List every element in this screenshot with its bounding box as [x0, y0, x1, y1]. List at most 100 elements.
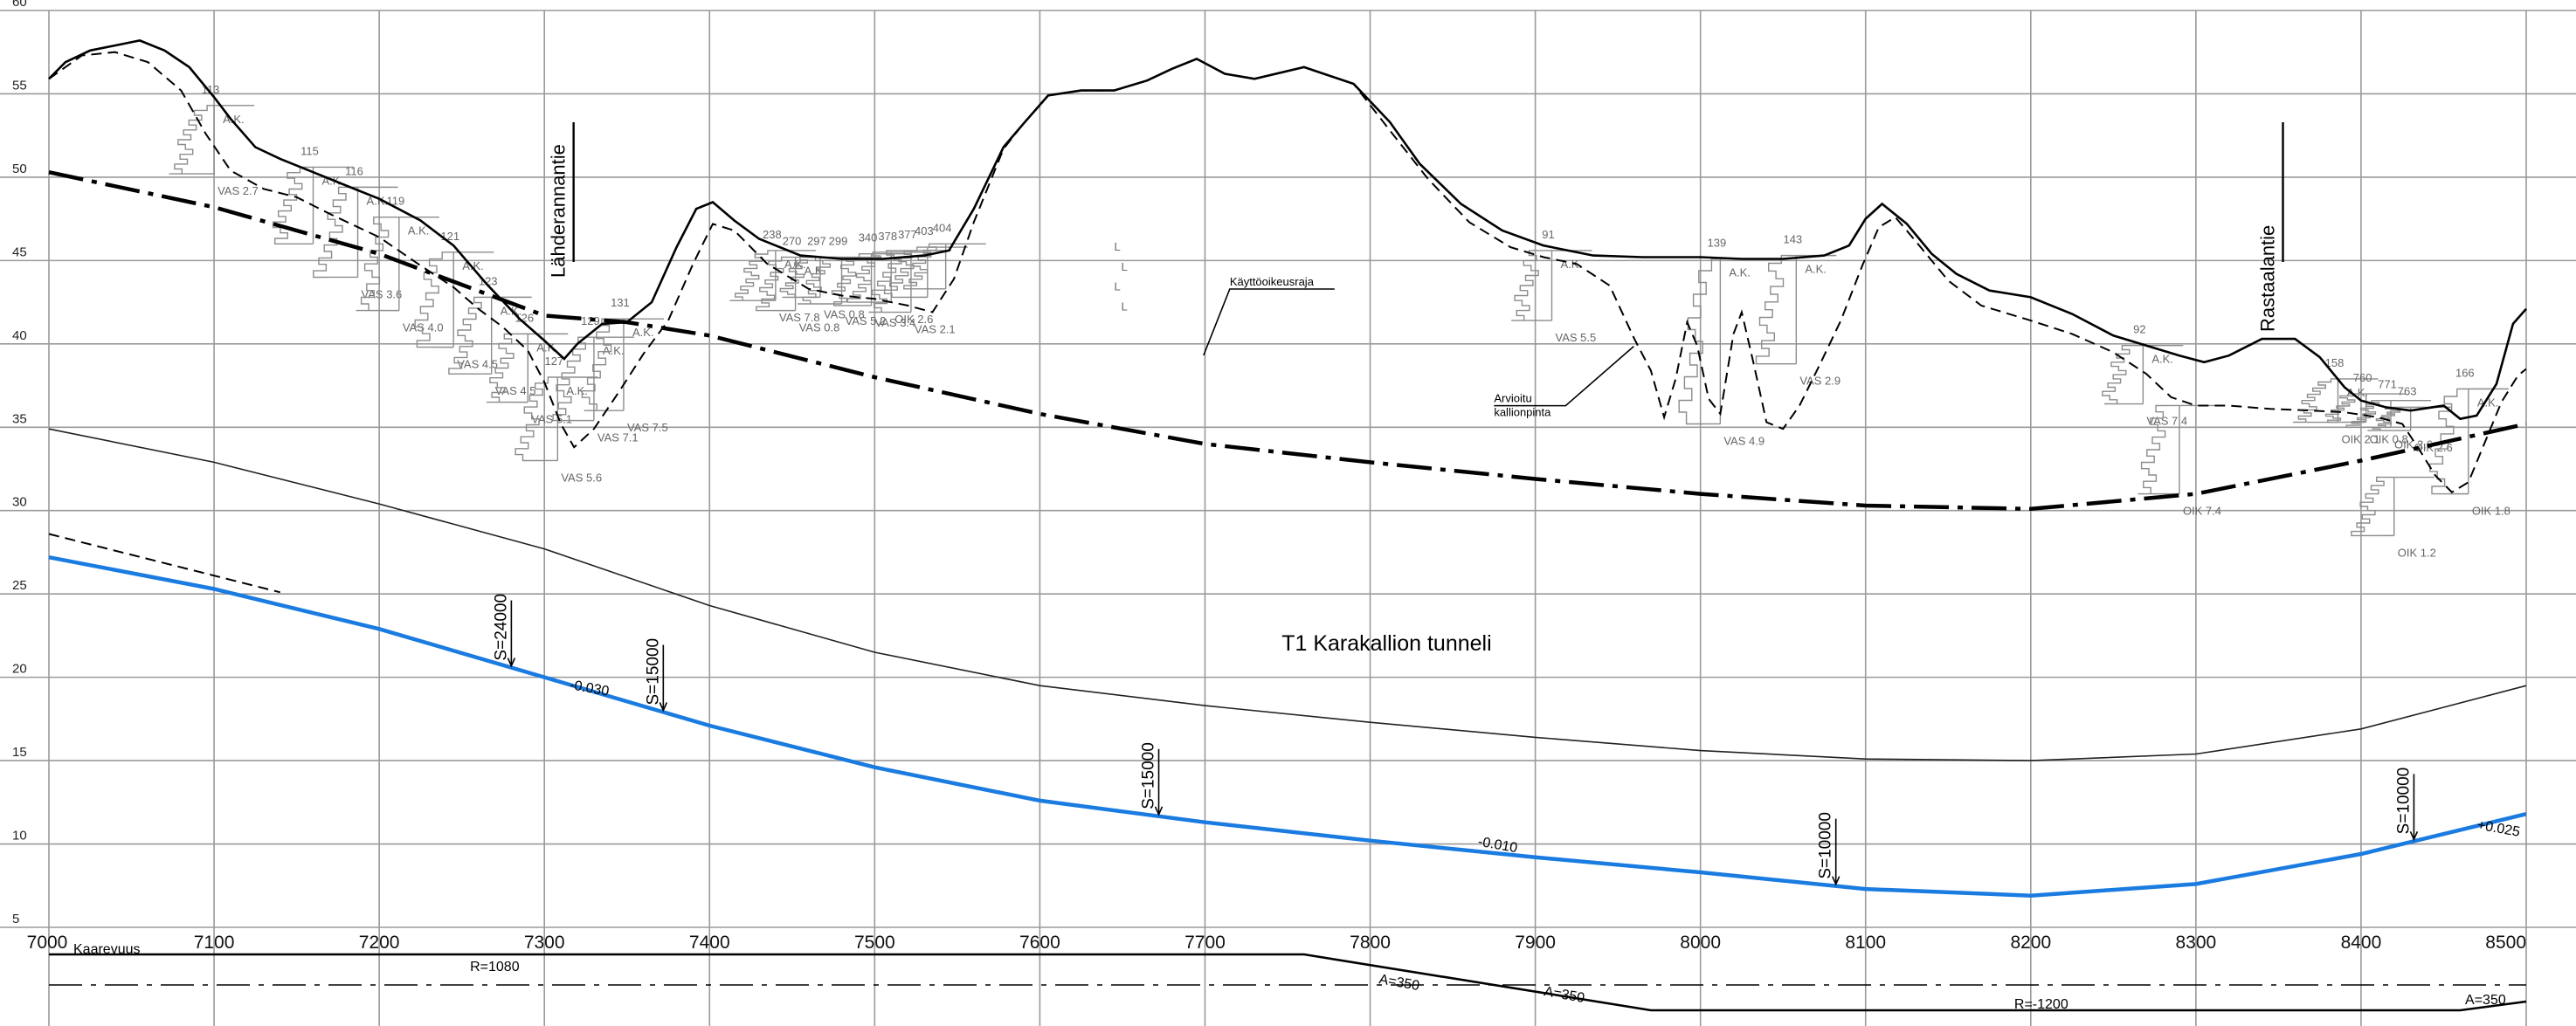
borehole-flag: A.K. [536, 341, 558, 354]
borehole-log [729, 250, 776, 301]
axis-ticks: 5 10 15 20 25 30 35 40 45 50 55 60 7000 7100 7200 7300 7… [12, 0, 2526, 953]
x-tick-label: 8500 [2485, 933, 2526, 953]
curvature-line [49, 953, 2527, 1012]
borehole-id: 116 [345, 164, 363, 177]
vertical-curve-marker: S=15000 [644, 638, 668, 713]
borehole-flag: A.K. [632, 326, 654, 339]
y-tick-label: 50 [12, 162, 27, 176]
y-tick-label: 45 [12, 244, 27, 259]
borehole-offset: VAS 2.9 [1799, 375, 1840, 388]
borehole-id: 378 [878, 230, 897, 243]
borehole-id: 404 [933, 221, 952, 234]
borehole: 760 OIK 0.8 [2324, 371, 2408, 446]
borehole: 91 A.K. VAS 5.5 [1511, 228, 1596, 344]
borehole-id: 760 [2353, 371, 2372, 384]
borehole-offset: OIK 1.2 [2398, 546, 2436, 559]
borehole-log [1511, 250, 1552, 321]
x-tick-label: 7400 [689, 933, 730, 953]
borehole-log [486, 333, 528, 403]
borehole-log [2351, 476, 2394, 537]
borehole: OIK 1.2 [2351, 476, 2436, 559]
grade-label: -0.030 [569, 678, 611, 699]
bore-end-mark: L [1114, 280, 1120, 293]
borehole-log [272, 166, 314, 244]
alignment-label: A=350 [1543, 984, 1585, 1006]
borehole-id: 127 [544, 355, 563, 368]
y-tick-label: 5 [12, 912, 19, 926]
borehole-log [779, 256, 820, 299]
borehole-offset: OIK 2.6 [894, 313, 933, 326]
profile-lines [48, 39, 2527, 898]
borehole-id: 403 [915, 224, 934, 238]
borehole: 377 VAS 2.1 [868, 228, 956, 336]
borehole-log [414, 251, 454, 348]
borehole-offset: VAS 2.1 [915, 323, 956, 336]
borehole-id: 92 [2133, 323, 2145, 336]
alignment-label: R=-1200 [2014, 997, 2068, 1012]
borehole-id: 143 [1783, 233, 1802, 246]
x-tick-label: 7100 [194, 933, 235, 953]
borehole-id: 115 [300, 144, 319, 157]
borehole-log [798, 256, 842, 305]
borehole-id: 299 [829, 235, 848, 248]
vertical-curve-marker: S=10000 [2394, 768, 2419, 842]
y-tick-label: 25 [12, 578, 27, 593]
x-tick-label: 7900 [1515, 933, 1556, 953]
x-tick-label: 7200 [359, 933, 400, 953]
borehole-offset: VAS 0.8 [824, 307, 865, 320]
road-name: Lähderannantie [548, 144, 570, 278]
borehole-log [831, 252, 872, 306]
borehole-offset: VAS 0.8 [799, 321, 840, 334]
y-tick-label: 35 [12, 411, 27, 426]
bore-end-mark: L [1121, 300, 1127, 313]
vertical-curve-label: S=24000 [492, 594, 510, 661]
borehole-log [868, 250, 911, 313]
x-tick-label: 8400 [2341, 933, 2382, 953]
borehole-log [515, 376, 558, 462]
borehole-log [1755, 254, 1797, 365]
borehole-id: 297 [807, 235, 826, 248]
borehole-offset: VAS 5.5 [1556, 331, 1597, 344]
borehole: 143 A.K. VAS 2.9 [1755, 233, 1840, 388]
y-tick-label: 60 [12, 0, 27, 10]
borehole-flag: A.K. [1805, 263, 1827, 276]
borehole-offset: VAS 2.7 [218, 184, 259, 197]
borehole-flag: A.K. [603, 344, 625, 357]
borehole-id: 377 [898, 228, 917, 241]
borehole-offset: VAS 5.6 [561, 471, 602, 484]
y-tick-label: 10 [12, 829, 27, 844]
borehole-offset: OIK 1.8 [2472, 505, 2510, 518]
bore-end-mark: L [1121, 260, 1127, 273]
borehole: 299 VAS 5.2 [798, 235, 886, 327]
vertical-curve-marker: S=10000 [1817, 812, 1840, 886]
borehole-log [2293, 378, 2338, 423]
profile-annotation: Käyttöoikeusraja [1203, 275, 1335, 356]
borehole-offset: VAS 4.9 [1723, 434, 1765, 447]
vertical-curve-label: S=10000 [1817, 812, 1835, 879]
borehole-id: 166 [2455, 366, 2475, 379]
borehole: OIK 7.4 [2137, 404, 2221, 518]
x-tick-label: 7600 [1019, 933, 1060, 953]
borehole-flag: A.K. [2151, 353, 2173, 366]
borehole-offset: VAS 7.8 [779, 311, 820, 324]
arrow-head-icon [659, 702, 668, 713]
bore-end-mark: L [1114, 240, 1120, 253]
x-tick-label: 8100 [1845, 933, 1886, 953]
borehole-log [2102, 344, 2144, 405]
borehole-log [2345, 399, 2391, 428]
dashed-reference-line [48, 533, 280, 594]
borehole-offset: VAS 7.1 [597, 431, 639, 444]
borehole: 771 OIK 2.6 [2345, 378, 2433, 451]
annotation-text: Arvioitu [1494, 392, 1531, 405]
borehole: 126 A.K. VAS 5.1 [486, 311, 572, 426]
grid [0, 10, 2576, 1026]
annotation-text: Käyttöoikeusraja [1230, 275, 1315, 288]
annotation-leader [1494, 346, 1634, 407]
